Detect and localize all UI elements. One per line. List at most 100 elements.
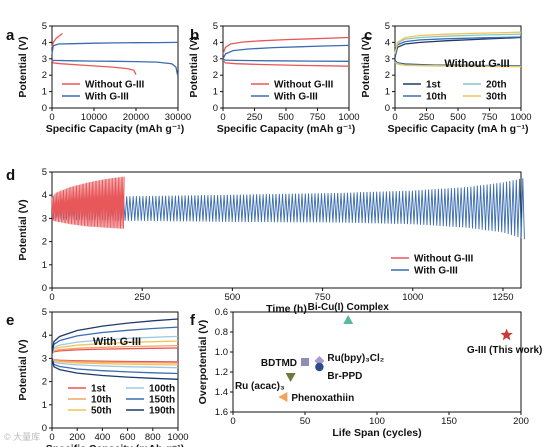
point-label: G-III (This work)	[467, 345, 543, 356]
y-tick-label: 5	[42, 307, 47, 318]
y-axis-label: Overpotential (V)	[197, 320, 209, 405]
series-line	[51, 59, 179, 76]
y-tick-label: 5	[42, 21, 47, 32]
point-marker	[343, 315, 354, 324]
y-tick-label: 2	[385, 70, 390, 81]
x-tick-label: 200	[513, 416, 529, 427]
x-tick-label: 250	[247, 112, 263, 123]
series-line	[51, 32, 63, 48]
voltage-trace	[51, 176, 125, 229]
point-label: Bi-Cu(I) Complex	[308, 302, 390, 313]
panel-title: Without G-III	[444, 58, 509, 70]
point-marker	[285, 373, 296, 382]
x-tick-label: 500	[224, 292, 240, 303]
x-tick-label: 20000	[123, 112, 149, 123]
x-tick-label: 150	[441, 416, 457, 427]
x-axis-label: Specific Capacity (mAh g⁻¹)	[46, 123, 185, 135]
y-tick-label: 0	[385, 103, 390, 114]
x-axis-label: Specific Capacity (mAh g⁻¹)	[217, 123, 356, 135]
y-tick-label: 1.4	[215, 387, 228, 398]
legend-1-label: With G-III	[414, 266, 458, 277]
panel-label: c	[364, 27, 372, 44]
panel-e: 0 200 400 600 800 1000 0 1 2 3 4 5 Specific Capacity…	[6, 307, 189, 447]
x-axis-label: Specific Capacity (mAh g⁻¹)	[46, 443, 185, 447]
panel-label: a	[6, 27, 15, 44]
y-tick-label: 1.2	[215, 367, 228, 378]
y-tick-label: 1	[42, 87, 47, 98]
x-tick-label: 30000	[165, 112, 191, 123]
y-axis-label: Potential (V)	[17, 339, 29, 400]
charge-curve	[394, 31, 522, 54]
legend-0-label: Without G-III	[85, 80, 145, 91]
discharge-curve	[51, 358, 179, 375]
legend-0-label: 1st	[426, 80, 441, 91]
point-marker	[314, 356, 325, 366]
x-tick-label: 1000	[510, 112, 531, 123]
charge-curve	[51, 335, 179, 354]
x-tick-label: 500	[450, 112, 466, 123]
x-tick-label: 250	[134, 292, 150, 303]
panel-a: 0 10000 20000 30000 0 1 2 3 4 5 Specific Capacity …	[6, 21, 191, 135]
legend-1-label: 10th	[426, 92, 447, 103]
y-tick-label: 5	[385, 21, 390, 32]
y-tick-label: 0	[213, 103, 218, 114]
charge-curve	[51, 340, 179, 355]
voltage-trace	[51, 178, 525, 240]
x-tick-label: 250	[419, 112, 435, 123]
y-tick-label: 3	[213, 54, 218, 65]
y-tick-label: 4	[42, 330, 47, 341]
legend-1-label: With G-III	[85, 92, 129, 103]
watermark: © 大量库	[4, 431, 40, 442]
x-tick-label: 10000	[81, 112, 107, 123]
panel-title: With G-III	[93, 336, 141, 348]
point-marker	[301, 358, 309, 366]
y-tick-label: 3	[42, 353, 47, 364]
x-axis-label: Time (h)	[266, 303, 307, 315]
x-tick-label: 200	[69, 432, 85, 443]
y-axis-label: Potential (V)	[360, 36, 372, 97]
legend-0-label: 1st	[91, 384, 106, 395]
legend-2-label: 20th	[486, 80, 507, 91]
y-tick-label: 4	[213, 37, 218, 48]
x-axis-label: Specific Capacity (mA h g⁻¹)	[387, 123, 528, 135]
x-tick-label: 1000	[402, 292, 423, 303]
legend-3-label: 30th	[486, 92, 507, 103]
discharge-curve	[51, 358, 179, 369]
y-tick-label: 1	[385, 87, 390, 98]
y-tick-label: 1	[42, 260, 47, 271]
y-tick-label: 5	[42, 167, 47, 178]
y-tick-label: 1	[42, 400, 47, 411]
x-tick-label: 0	[392, 112, 397, 123]
y-tick-label: 0	[42, 423, 47, 434]
point-marker	[315, 362, 324, 372]
x-tick-label: 0	[230, 416, 235, 427]
legend-4-label: 150th	[149, 395, 175, 406]
y-tick-label: 2	[42, 237, 47, 248]
x-tick-label: 1000	[167, 432, 188, 443]
legend-1-label: With G-III	[274, 92, 318, 103]
y-tick-label: 3	[42, 213, 47, 224]
x-axis-label: Life Span (cycles)	[332, 427, 421, 439]
x-tick-label: 0	[49, 432, 54, 443]
x-tick-label: 800	[145, 432, 161, 443]
y-tick-label: 2	[213, 70, 218, 81]
panel-b: 0 250 500 750 1000 0 1 2 3 4 5 Specific Capacity (m…	[188, 21, 360, 135]
charge-curve	[51, 326, 179, 354]
panel-label: d	[6, 167, 15, 184]
y-axis-label: Potential (V)	[17, 36, 29, 97]
point-label: Ru(bpy)₃Cl₂	[327, 353, 384, 364]
y-tick-label: 1.6	[215, 407, 228, 418]
charge-curve	[51, 347, 179, 355]
x-tick-label: 400	[94, 432, 110, 443]
panel-c: 0 250 500 750 1000 0 1 2 3 4 5 Specific Capacity (m…	[360, 21, 532, 135]
charge-curve	[51, 318, 179, 354]
y-tick-label: 3	[42, 54, 47, 65]
y-tick-label: 3	[385, 54, 390, 65]
x-tick-label: 0	[49, 112, 54, 123]
x-tick-label: 0	[49, 292, 54, 303]
x-tick-label: 1000	[338, 112, 359, 123]
legend-5-label: 190th	[149, 406, 175, 417]
series-line	[51, 60, 137, 75]
y-tick-label: 4	[385, 37, 390, 48]
